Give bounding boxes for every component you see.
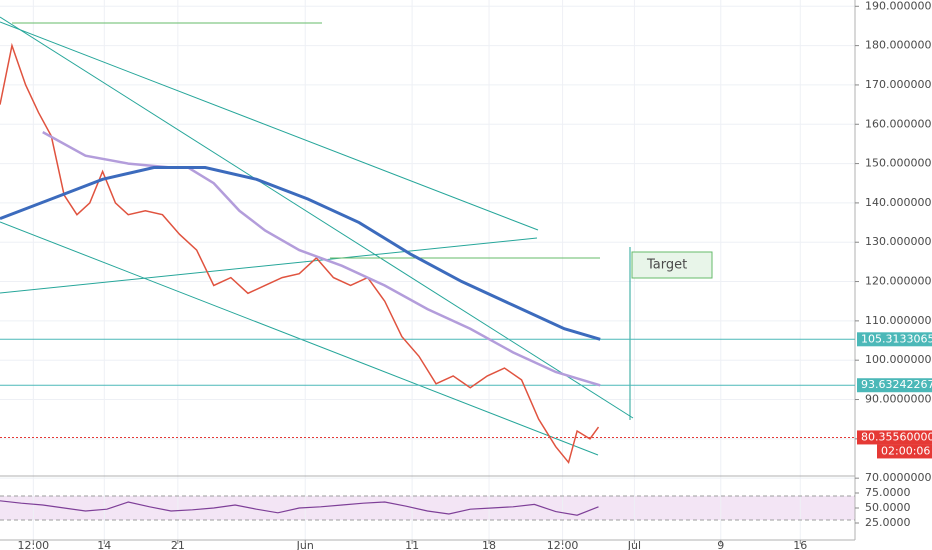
series-line [0, 42, 600, 465]
y-tick-label: 140.00000000 [865, 196, 932, 209]
y-tick-label: 75.0000 [865, 486, 911, 499]
x-tick-label: 12:00 [547, 539, 579, 550]
x-tick-label: 18 [482, 539, 496, 550]
y-tick-label: 25.0000 [865, 516, 911, 529]
y-tick-label: 160.00000000 [865, 117, 932, 130]
x-tick-label: 21 [171, 539, 185, 550]
countdown-bg [877, 444, 932, 459]
price-label-bg [857, 332, 932, 347]
series-line [0, 166, 601, 341]
series-line [0, 500, 599, 516]
price-label: 80.35560000 [861, 430, 932, 443]
price-label-bg [857, 430, 932, 445]
x-tick-label: 16 [793, 539, 807, 550]
x-tick-label: 12:00 [17, 539, 49, 550]
y-tick-label: 100.00000000 [865, 353, 932, 366]
x-tick-label: Jul [627, 539, 641, 550]
price-label: 93.63242267 [861, 378, 932, 391]
countdown: 02:00:06 [881, 444, 930, 457]
series-line [42, 131, 601, 387]
y-tick-label: 180.00000000 [865, 39, 932, 52]
y-tick-label: 70.00000000 [865, 471, 932, 484]
x-tick-label: 9 [717, 539, 724, 550]
rsi-band [0, 496, 855, 520]
y-tick-label: 170.00000000 [865, 78, 932, 91]
annotation: Target [646, 258, 687, 273]
x-tick-label: Jun [296, 539, 314, 550]
y-tick-label: 110.00000000 [865, 314, 932, 327]
y-tick-label: 150.00000000 [865, 157, 932, 170]
y-tick-label: 90.00000000 [865, 393, 932, 406]
y-tick-label: 190.00000000 [865, 0, 932, 12]
y-tick-label: 130.00000000 [865, 235, 932, 248]
x-tick-label: 14 [97, 539, 111, 550]
y-tick-label: 50.0000 [865, 501, 911, 514]
y-tick-label: 120.00000000 [865, 275, 932, 288]
x-tick-label: 11 [405, 539, 419, 550]
trend-lines [0, 16, 634, 456]
annotation-box [631, 251, 713, 279]
price-label-bg [857, 378, 932, 393]
